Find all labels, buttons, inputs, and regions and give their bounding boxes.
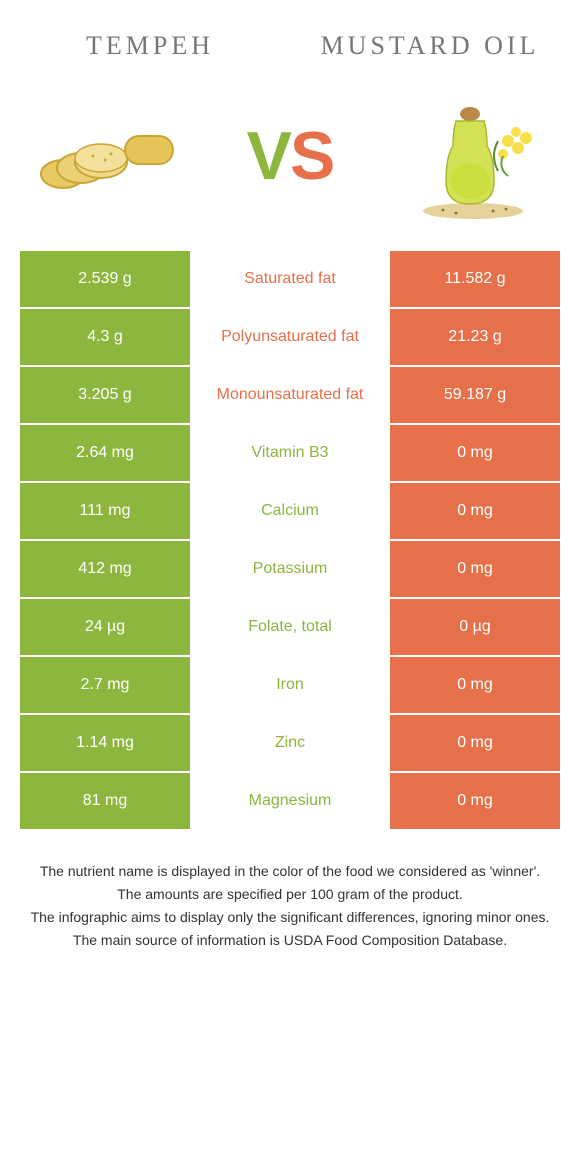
header-titles: Tempeh Mustard Oil [0,0,580,71]
footnote-line: The amounts are specified per 100 gram o… [30,884,550,905]
right-food-title: Mustard Oil [320,30,540,61]
nutrient-row: 4.3 gPolyunsaturated fat21.23 g [20,309,560,365]
nutrient-label: Saturated fat [190,251,390,307]
left-value: 111 mg [20,483,190,539]
footnote-line: The infographic aims to display only the… [30,907,550,928]
left-food-image [30,91,185,221]
footnotes: The nutrient name is displayed in the co… [0,831,580,951]
nutrient-row: 2.539 gSaturated fat11.582 g [20,251,560,307]
nutrient-table: 2.539 gSaturated fat11.582 g4.3 gPolyuns… [0,251,580,829]
left-value: 2.7 mg [20,657,190,713]
right-value: 59.187 g [390,367,560,423]
right-value: 0 µg [390,599,560,655]
nutrient-label: Polyunsaturated fat [190,309,390,365]
right-value: 0 mg [390,541,560,597]
nutrient-row: 111 mgCalcium0 mg [20,483,560,539]
right-value: 11.582 g [390,251,560,307]
vs-label: VS [247,117,334,195]
right-value: 0 mg [390,773,560,829]
image-row: VS [0,71,580,251]
right-value: 0 mg [390,483,560,539]
nutrient-row: 2.7 mgIron0 mg [20,657,560,713]
right-food-image [395,91,550,221]
vs-v-letter: V [247,118,290,194]
left-food-title: Tempeh [40,31,260,61]
vs-s-letter: S [290,118,333,194]
left-value: 2.539 g [20,251,190,307]
right-value: 0 mg [390,425,560,481]
nutrient-label: Monounsaturated fat [190,367,390,423]
nutrient-label: Vitamin B3 [190,425,390,481]
nutrient-label: Folate, total [190,599,390,655]
right-value: 0 mg [390,715,560,771]
nutrient-row: 81 mgMagnesium0 mg [20,773,560,829]
footnote-line: The main source of information is USDA F… [30,930,550,951]
left-value: 3.205 g [20,367,190,423]
nutrient-label: Calcium [190,483,390,539]
footnote-line: The nutrient name is displayed in the co… [30,861,550,882]
nutrient-row: 3.205 gMonounsaturated fat59.187 g [20,367,560,423]
left-value: 1.14 mg [20,715,190,771]
left-value: 4.3 g [20,309,190,365]
nutrient-label: Zinc [190,715,390,771]
right-value: 0 mg [390,657,560,713]
nutrient-label: Potassium [190,541,390,597]
nutrient-row: 2.64 mgVitamin B30 mg [20,425,560,481]
left-value: 2.64 mg [20,425,190,481]
nutrient-label: Magnesium [190,773,390,829]
left-value: 412 mg [20,541,190,597]
nutrient-row: 24 µgFolate, total0 µg [20,599,560,655]
right-value: 21.23 g [390,309,560,365]
left-value: 81 mg [20,773,190,829]
nutrient-row: 412 mgPotassium0 mg [20,541,560,597]
nutrient-row: 1.14 mgZinc0 mg [20,715,560,771]
nutrient-label: Iron [190,657,390,713]
left-value: 24 µg [20,599,190,655]
